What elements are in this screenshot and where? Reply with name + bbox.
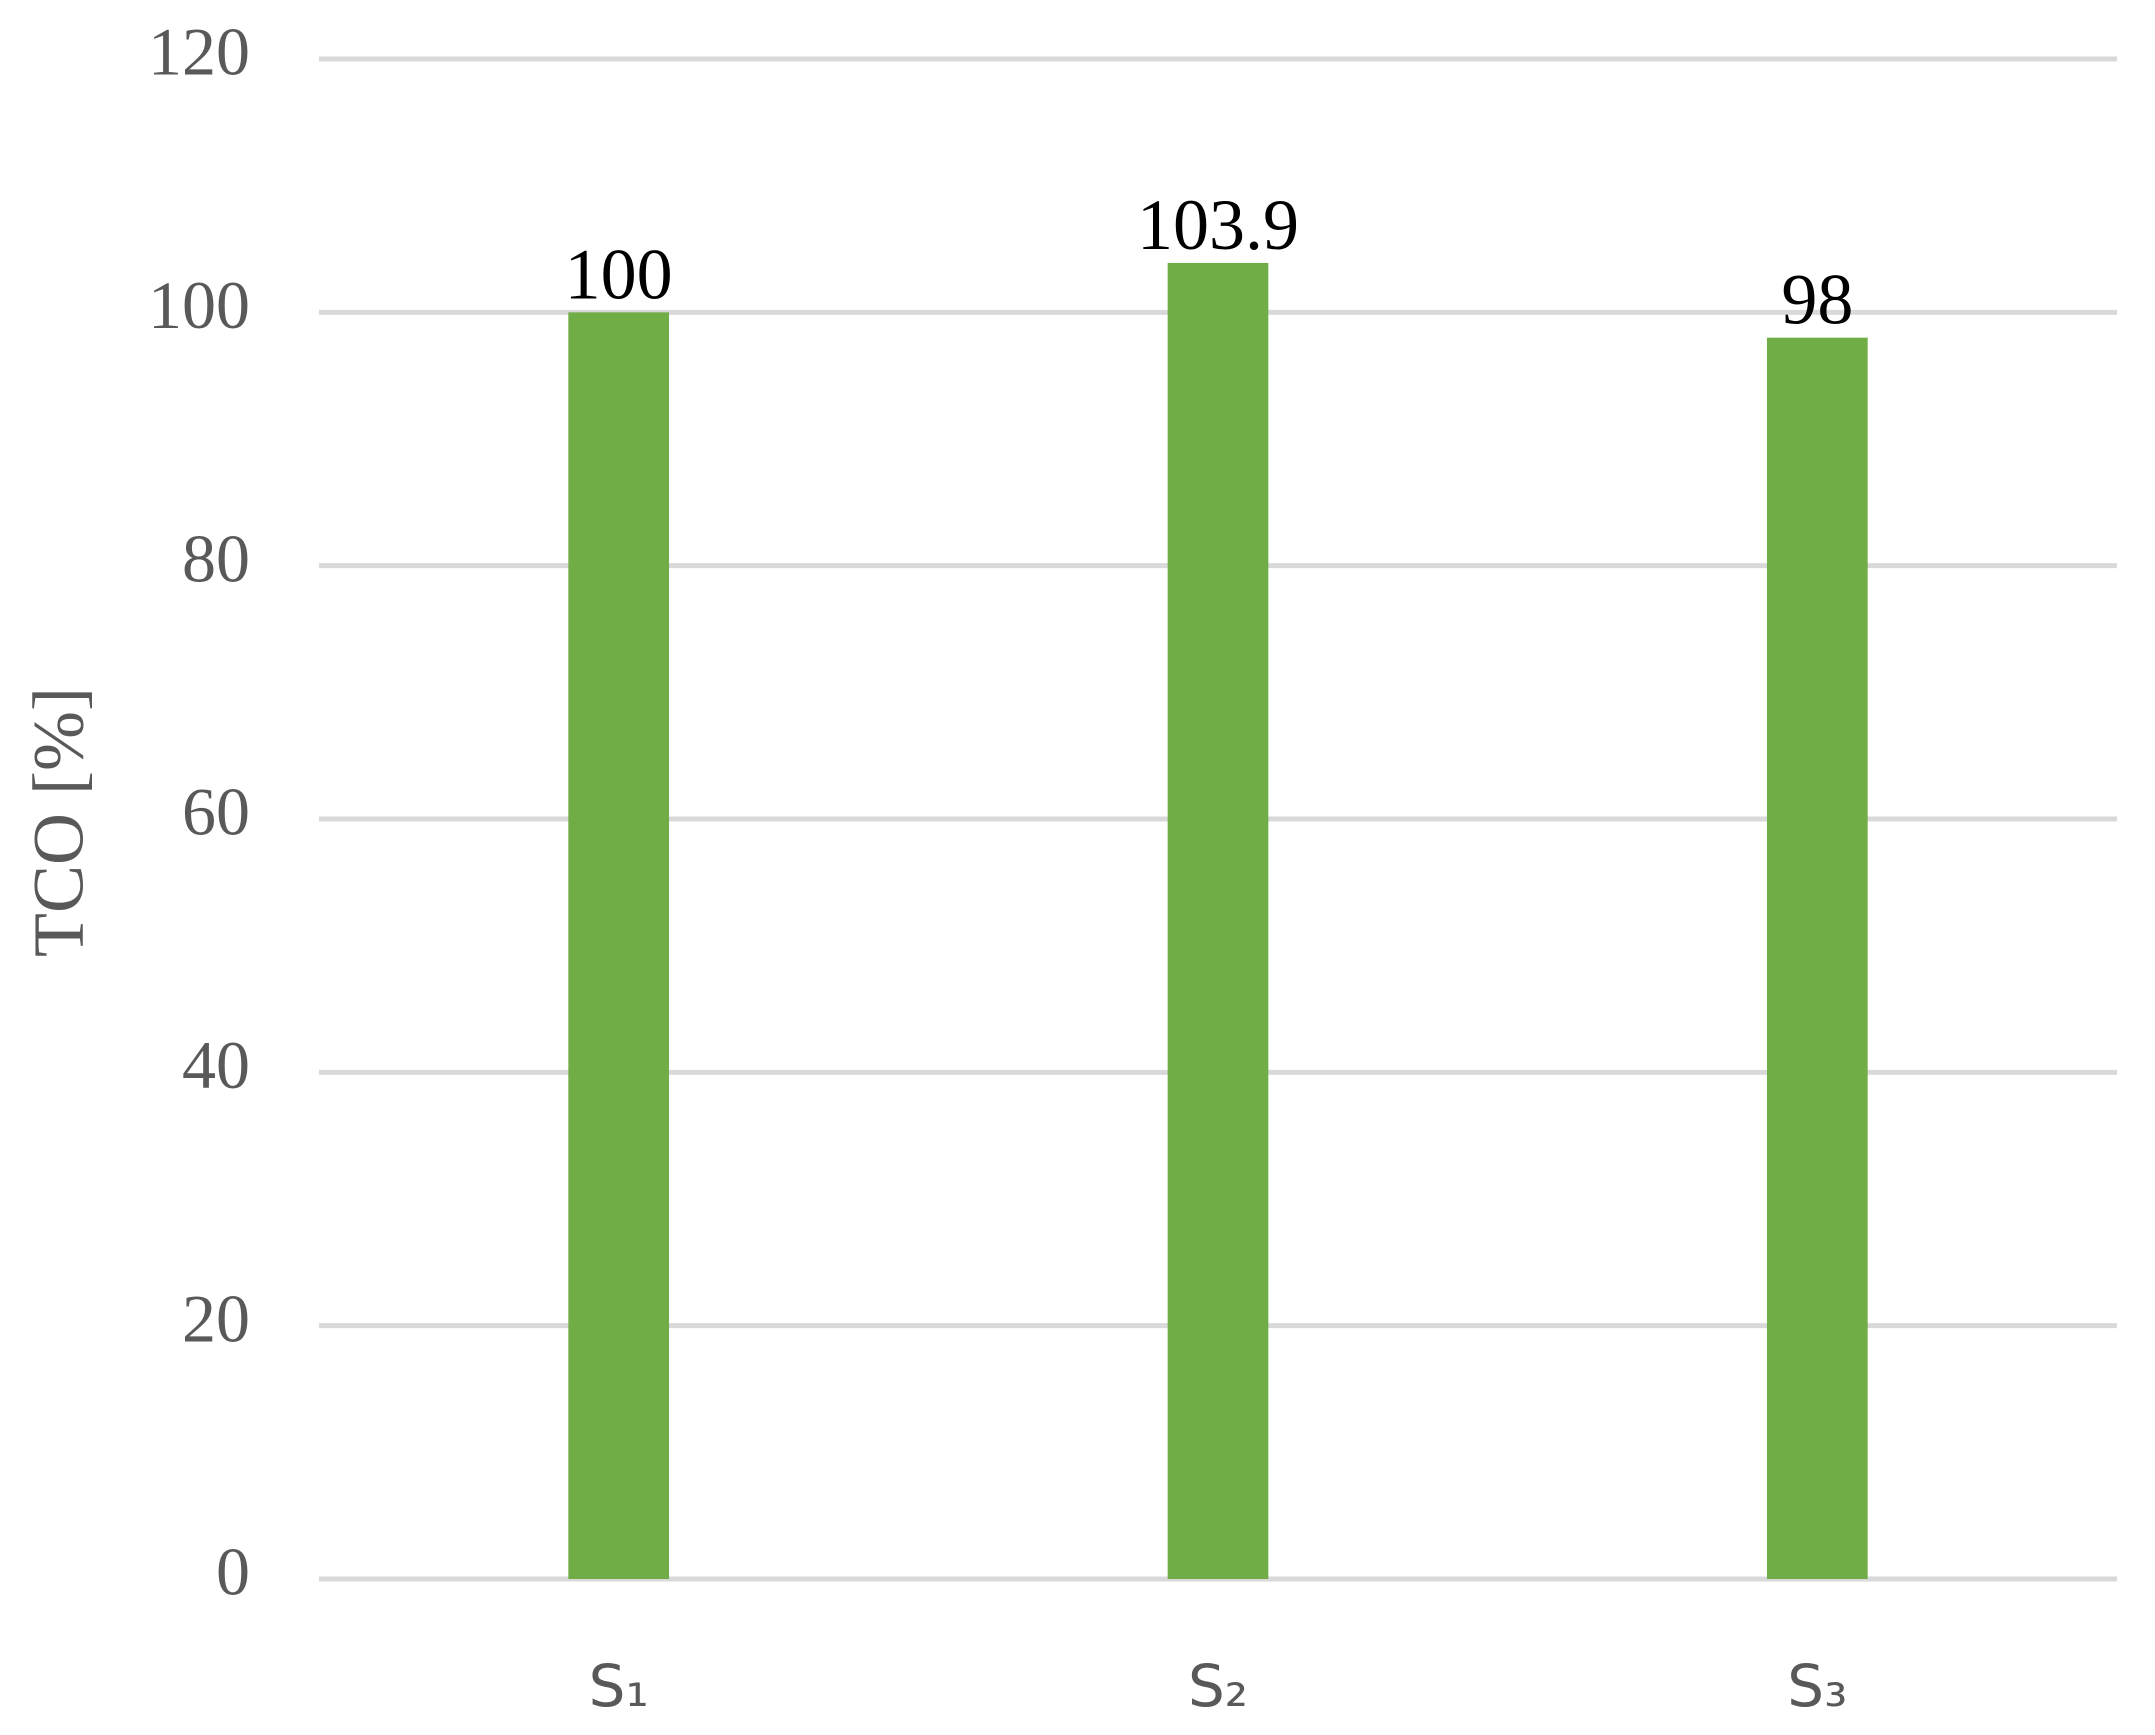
- bar: [1167, 262, 1269, 1579]
- data-label: 98: [1781, 260, 1853, 340]
- data-label: 103.9: [1137, 185, 1299, 265]
- y-tick-label: 100: [148, 267, 250, 343]
- x-tick-label: S₃: [1787, 1652, 1847, 1720]
- data-label: 100: [565, 234, 673, 314]
- y-tick-label: 120: [148, 14, 250, 90]
- bar: [568, 312, 670, 1579]
- y-tick-label: 40: [182, 1027, 250, 1103]
- y-tick-label: 20: [182, 1280, 250, 1356]
- x-tick-label: S₁: [589, 1652, 649, 1720]
- y-tick-label: 0: [216, 1534, 250, 1610]
- x-tick-label: S₂: [1188, 1652, 1248, 1720]
- y-tick-label: 60: [182, 774, 250, 850]
- y-tick-label: 80: [182, 520, 250, 596]
- bar: [1766, 337, 1868, 1580]
- y-axis-title: TCO [%]: [19, 687, 99, 957]
